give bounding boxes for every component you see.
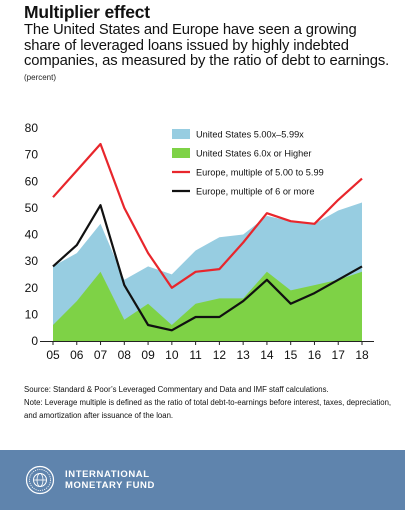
y-tick-label: 20	[25, 281, 39, 295]
x-tick-label: 17	[332, 348, 346, 362]
x-tick-label: 11	[189, 348, 202, 362]
legend-label-europe-multiple-of-6-or-more: Europe, multiple of 6 or more	[196, 187, 314, 197]
chart-subtitle: The United States and Europe have seen a…	[24, 22, 390, 69]
legend: United States 5.00x–5.99x United States 6…	[172, 129, 324, 197]
x-tick-label: 05	[46, 348, 60, 362]
area-series-group	[53, 202, 362, 341]
x-tick-label: 18	[355, 348, 369, 362]
footer-banner: INTERNATIONAL MONETARY FUND	[0, 450, 405, 510]
brand-line-2: MONETARY FUND	[65, 480, 155, 491]
legend-label-europe-multiple-of-5-00-to-5-99: Europe, multiple of 5.00 to 5.99	[196, 168, 324, 178]
legend-swatch-united-states-5-00x-5-99x	[172, 129, 190, 139]
x-tick-label: 10	[165, 348, 179, 362]
y-tick-label: 30	[25, 254, 39, 268]
legend-label-united-states-5-00x-5-99x: United States 5.00x–5.99x	[196, 130, 304, 140]
line-europe-multiple-of-5-00-to-5-99	[52, 142, 363, 289]
notes-block: Source: Standard & Poor’s Leveraged Comm…	[24, 383, 394, 422]
legend-label-united-states-6-0x-or-higher: United States 6.0x or Higher	[196, 149, 311, 159]
source-note: Source: Standard & Poor’s Leveraged Comm…	[24, 385, 329, 394]
x-tick-label: 13	[236, 348, 250, 362]
x-tick-label: 08	[118, 348, 132, 362]
y-tick-label: 80	[25, 121, 39, 135]
axes-group: 0 10 20 30 40 50 60 70 80 05 06 07 08 09 10 11 12 13 14 15 1…	[25, 121, 374, 362]
y-tick-label: 60	[25, 174, 39, 188]
y-tick-label: 70	[25, 148, 39, 162]
x-tick-label: 09	[141, 348, 155, 362]
chart-area: 0 10 20 30 40 50 60 70 80 05 06 07 08 09 10 11 12 13 14 15 1…	[25, 121, 374, 362]
x-tick-label: 07	[94, 348, 108, 362]
brand-line-1: INTERNATIONAL	[65, 469, 150, 480]
area-united-states-6-0x-or-higher	[53, 271, 362, 341]
x-tick-label: 14	[260, 348, 274, 362]
y-tick-label: 50	[25, 201, 39, 215]
legend-swatch-united-states-6-0x-or-higher	[172, 148, 190, 158]
imf-brand-text: INTERNATIONAL MONETARY FUND	[65, 469, 155, 491]
x-tick-label: 12	[213, 348, 227, 362]
line-series-group	[52, 142, 363, 332]
x-tick-label: 15	[284, 348, 298, 362]
unit-label: (percent)	[24, 72, 57, 82]
chart-header: Multiplier effect The United States and …	[24, 2, 394, 83]
definition-note: Note: Leverage multiple is defined as th…	[24, 398, 392, 420]
x-tick-label: 16	[308, 348, 322, 362]
y-tick-label: 40	[25, 228, 39, 242]
y-tick-label: 0	[31, 334, 38, 348]
imf-seal-icon	[25, 465, 55, 495]
y-tick-label: 10	[25, 307, 39, 321]
line-europe-multiple-of-6-or-more	[52, 204, 363, 332]
x-tick-label: 06	[70, 348, 84, 362]
chart-title: Multiplier effect	[24, 2, 150, 22]
